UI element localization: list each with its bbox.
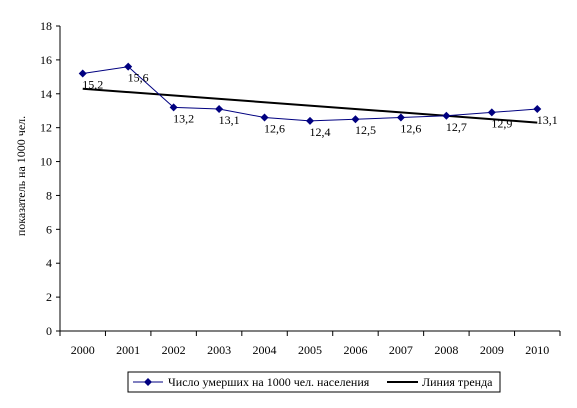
x-tick-label: 2006 — [343, 343, 367, 357]
data-label: 13,1 — [219, 113, 240, 127]
y-axis-title: показатель на 1000 чел. — [14, 116, 28, 236]
axes — [59, 26, 560, 332]
y-tick-label: 18 — [40, 19, 52, 33]
data-point — [442, 111, 451, 120]
y-tick-label: 8 — [46, 188, 52, 202]
data-label: 15,6 — [128, 71, 149, 85]
y-tick-label: 16 — [40, 53, 52, 67]
data-point — [396, 113, 405, 122]
data-point — [124, 62, 133, 71]
x-tick-label: 2004 — [253, 343, 277, 357]
y-tick-label: 0 — [46, 324, 52, 338]
y-tick-label: 2 — [46, 290, 52, 304]
data-label: 12,5 — [355, 123, 376, 137]
series-layer — [78, 62, 542, 125]
data-point — [351, 115, 360, 124]
data-label: 13,1 — [537, 113, 558, 127]
legend-series-marker — [144, 378, 152, 386]
legend-box — [127, 371, 501, 393]
y-tick-label: 14 — [40, 87, 52, 101]
data-point — [215, 105, 224, 114]
x-tick-label: 2001 — [116, 343, 140, 357]
data-point — [78, 69, 87, 78]
data-label: 13,2 — [173, 111, 194, 125]
legend-series-label: Число умерших на 1000 чел. населения — [168, 375, 370, 389]
x-tick-label: 2008 — [434, 343, 458, 357]
data-label: 12,9 — [491, 116, 512, 130]
x-tick-label: 2002 — [162, 343, 186, 357]
x-tick-label: 2000 — [71, 343, 95, 357]
y-tick-label: 12 — [40, 121, 52, 135]
data-point — [306, 116, 314, 125]
legend-trend-label: Линия тренда — [422, 375, 493, 389]
data-label: 12,7 — [446, 120, 467, 134]
x-tick-label: 2005 — [298, 343, 322, 357]
data-point — [487, 108, 496, 117]
x-ticks: 2000 2001 2002 2003 2004 2005 2006 2007 2008 2009… — [59, 331, 561, 357]
data-point — [169, 103, 178, 112]
y-tick-label: 6 — [46, 222, 52, 236]
data-label: 12,6 — [264, 122, 285, 136]
data-point — [533, 105, 542, 114]
x-tick-label: 2007 — [389, 343, 413, 357]
data-label: 12,6 — [400, 122, 421, 136]
data-label: 12,4 — [310, 125, 331, 139]
x-tick-label: 2010 — [525, 343, 549, 357]
x-tick-label: 2003 — [207, 343, 231, 357]
data-labels: 15,2 15,6 13,2 13,1 12,6 12,4 12,5 12,6 12,7 12,9… — [82, 71, 558, 139]
y-ticks: 0 2 4 6 8 10 12 14 16 18 — [40, 19, 60, 338]
y-tick-label: 4 — [46, 256, 52, 270]
x-tick-label: 2009 — [480, 343, 504, 357]
legend: Число умерших на 1000 чел. населения Лин… — [127, 371, 501, 393]
data-label: 15,2 — [82, 77, 103, 91]
y-tick-label: 10 — [40, 155, 52, 169]
data-point — [260, 113, 269, 122]
